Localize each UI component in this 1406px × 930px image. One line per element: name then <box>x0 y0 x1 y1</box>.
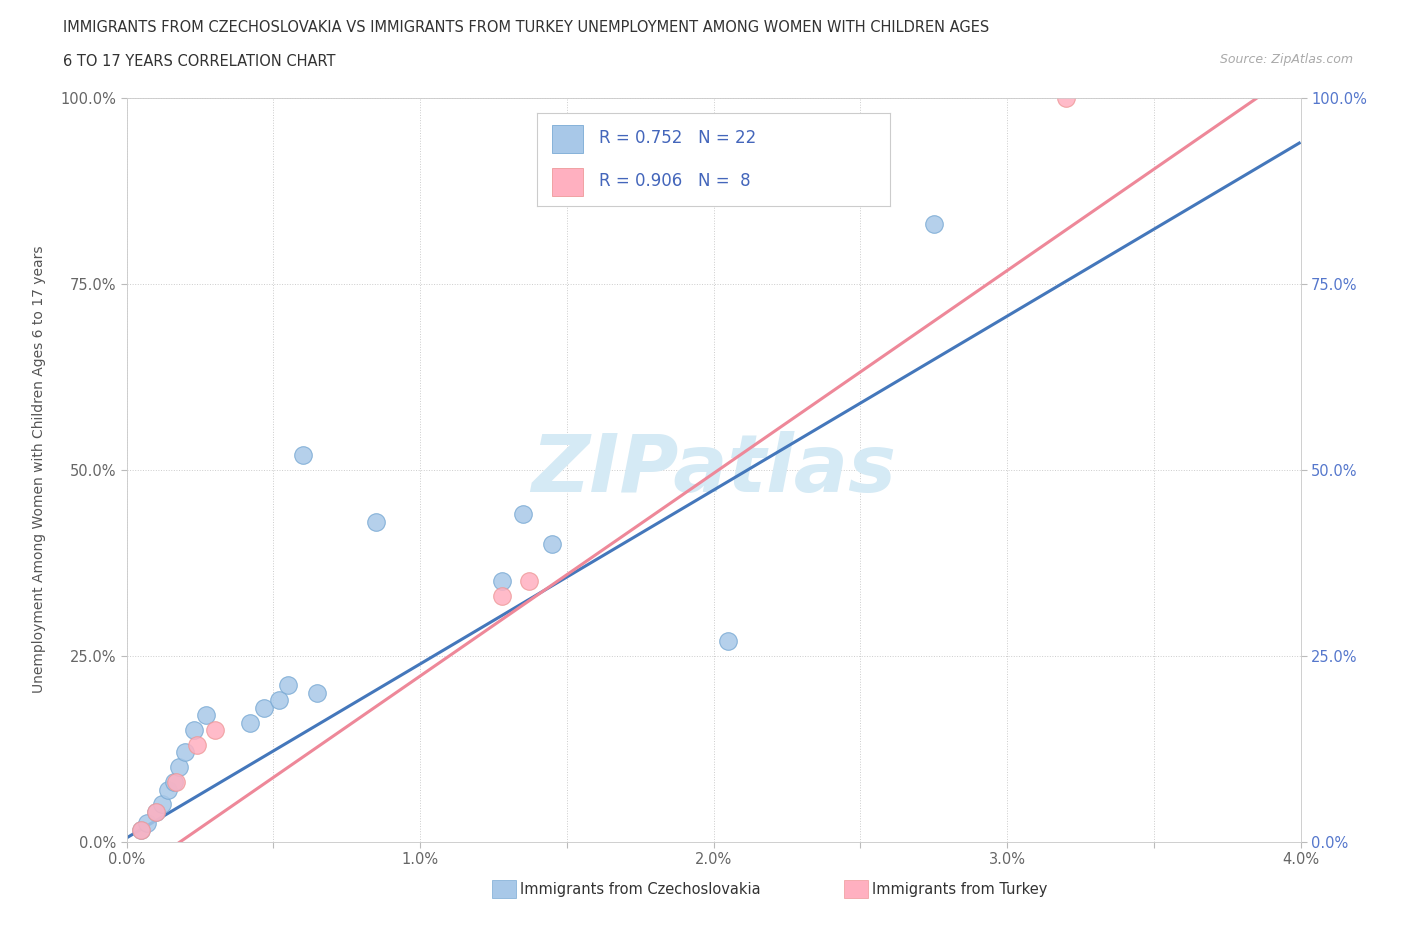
Point <box>194 708 217 723</box>
Text: ZIPatlas: ZIPatlas <box>531 431 896 509</box>
Point <box>491 589 513 604</box>
Point <box>717 633 740 648</box>
Point <box>129 823 152 838</box>
Point <box>186 737 208 752</box>
Point <box>517 574 540 589</box>
Text: 6 TO 17 YEARS CORRELATION CHART: 6 TO 17 YEARS CORRELATION CHART <box>63 54 336 69</box>
Point <box>239 715 262 730</box>
Point <box>145 804 167 819</box>
Point <box>136 816 159 830</box>
Point <box>150 797 173 812</box>
Point <box>156 782 179 797</box>
Point <box>541 537 564 551</box>
Point <box>183 723 205 737</box>
Point <box>364 514 387 529</box>
Point <box>491 574 513 589</box>
Point <box>269 693 291 708</box>
Point <box>253 700 276 715</box>
Point <box>129 823 152 838</box>
Text: IMMIGRANTS FROM CZECHOSLOVAKIA VS IMMIGRANTS FROM TURKEY UNEMPLOYMENT AMONG WOME: IMMIGRANTS FROM CZECHOSLOVAKIA VS IMMIGR… <box>63 20 990 35</box>
Point <box>145 804 167 819</box>
Text: Immigrants from Czechoslovakia: Immigrants from Czechoslovakia <box>520 882 761 897</box>
Point <box>512 507 534 522</box>
Point <box>307 685 329 700</box>
Point <box>165 775 187 790</box>
Point <box>922 217 945 232</box>
Point <box>277 678 299 693</box>
Point <box>169 760 191 775</box>
Point <box>204 723 226 737</box>
Text: Immigrants from Turkey: Immigrants from Turkey <box>872 882 1047 897</box>
Point <box>1054 90 1077 105</box>
Point <box>291 447 314 462</box>
Y-axis label: Unemployment Among Women with Children Ages 6 to 17 years: Unemployment Among Women with Children A… <box>32 246 46 694</box>
Point <box>162 775 184 790</box>
Text: Source: ZipAtlas.com: Source: ZipAtlas.com <box>1219 53 1353 66</box>
Point <box>174 745 197 760</box>
